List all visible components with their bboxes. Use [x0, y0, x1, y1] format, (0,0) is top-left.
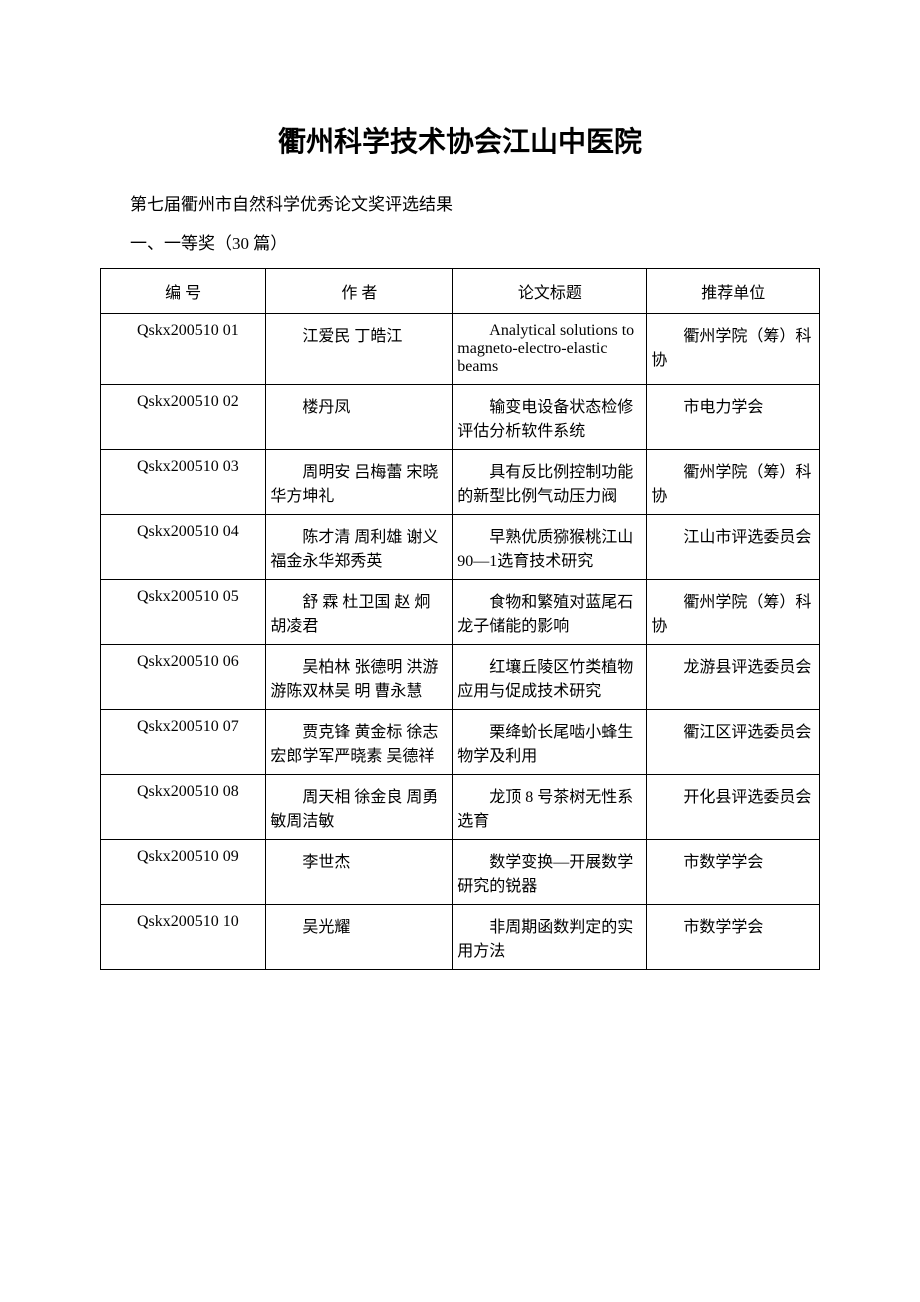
header-unit: 推荐单位 — [647, 269, 820, 314]
cell-author: 江爱民 丁皓江 — [266, 314, 453, 385]
cell-id: Qskx200510 02 — [101, 385, 266, 450]
header-author: 作 者 — [266, 269, 453, 314]
table-row: Qskx200510 04 陈才清 周利雄 谢义福金永华郑秀英 早熟优质猕猴桃江… — [101, 515, 820, 580]
cell-id: Qskx200510 05 — [101, 580, 266, 645]
cell-author: 贾克锋 黄金标 徐志宏郎学军严晓素 吴德祥 — [266, 710, 453, 775]
cell-id: Qskx200510 06 — [101, 645, 266, 710]
cell-id: Qskx200510 08 — [101, 775, 266, 840]
table-header-row: 编 号 作 者 论文标题 推荐单位 — [101, 269, 820, 314]
cell-unit: 市数学学会 — [647, 905, 820, 970]
cell-unit: 衢州学院（筹）科协 — [647, 314, 820, 385]
cell-paper-title: 数学变换—开展数学研究的锐器 — [453, 840, 647, 905]
table-row: Qskx200510 08 周天相 徐金良 周勇敏周洁敏 龙顶 8 号茶树无性系… — [101, 775, 820, 840]
cell-unit: 衢州学院（筹）科协 — [647, 580, 820, 645]
cell-author: 舒 霖 杜卫国 赵 炯胡凌君 — [266, 580, 453, 645]
header-paper-title: 论文标题 — [453, 269, 647, 314]
document-title: 衢州科学技术协会江山中医院 — [100, 120, 820, 160]
cell-id: Qskx200510 10 — [101, 905, 266, 970]
cell-author: 李世杰 — [266, 840, 453, 905]
cell-unit: 市电力学会 — [647, 385, 820, 450]
table-row: Qskx200510 05 舒 霖 杜卫国 赵 炯胡凌君 食物和繁殖对蓝尾石龙子… — [101, 580, 820, 645]
cell-unit: 衢州学院（筹）科协 — [647, 450, 820, 515]
cell-id: Qskx200510 01 — [101, 314, 266, 385]
cell-paper-title: 非周期函数判定的实用方法 — [453, 905, 647, 970]
cell-id: Qskx200510 03 — [101, 450, 266, 515]
cell-author: 吴光耀 — [266, 905, 453, 970]
cell-author: 陈才清 周利雄 谢义福金永华郑秀英 — [266, 515, 453, 580]
table-row: Qskx200510 10 吴光耀 非周期函数判定的实用方法 市数学学会 — [101, 905, 820, 970]
cell-unit: 龙游县评选委员会 — [647, 645, 820, 710]
document-subtitle: 第七届衢州市自然科学优秀论文奖评选结果 — [130, 190, 820, 215]
table-row: Qskx200510 07 贾克锋 黄金标 徐志宏郎学军严晓素 吴德祥 栗绛蚧长… — [101, 710, 820, 775]
cell-paper-title: 红壤丘陵区竹类植物应用与促成技术研究 — [453, 645, 647, 710]
cell-paper-title: Analytical solutions to magneto-electro-… — [453, 314, 647, 385]
table-row: Qskx200510 06 吴柏林 张德明 洪游游陈双林吴 明 曹永慧 红壤丘陵… — [101, 645, 820, 710]
cell-paper-title: 早熟优质猕猴桃江山 90—1选育技术研究 — [453, 515, 647, 580]
cell-author: 吴柏林 张德明 洪游游陈双林吴 明 曹永慧 — [266, 645, 453, 710]
table-row: Qskx200510 09 李世杰 数学变换—开展数学研究的锐器 市数学学会 — [101, 840, 820, 905]
header-id: 编 号 — [101, 269, 266, 314]
cell-id: Qskx200510 07 — [101, 710, 266, 775]
cell-paper-title: 输变电设备状态检修评估分析软件系统 — [453, 385, 647, 450]
cell-id: Qskx200510 09 — [101, 840, 266, 905]
cell-paper-title: 食物和繁殖对蓝尾石龙子储能的影响 — [453, 580, 647, 645]
section-label: 一、一等奖（30 篇） — [130, 229, 820, 254]
cell-paper-title: 龙顶 8 号茶树无性系选育 — [453, 775, 647, 840]
cell-author: 楼丹凤 — [266, 385, 453, 450]
awards-table: 编 号 作 者 论文标题 推荐单位 Qskx200510 01 江爱民 丁皓江 … — [100, 268, 820, 970]
cell-unit: 江山市评选委员会 — [647, 515, 820, 580]
table-row: Qskx200510 02 楼丹凤 输变电设备状态检修评估分析软件系统 市电力学… — [101, 385, 820, 450]
table-row: Qskx200510 01 江爱民 丁皓江 Analytical solutio… — [101, 314, 820, 385]
cell-paper-title: 具有反比例控制功能的新型比例气动压力阀 — [453, 450, 647, 515]
cell-id: Qskx200510 04 — [101, 515, 266, 580]
table-row: Qskx200510 03 周明安 吕梅蕾 宋晓华方坤礼 具有反比例控制功能的新… — [101, 450, 820, 515]
cell-author: 周明安 吕梅蕾 宋晓华方坤礼 — [266, 450, 453, 515]
cell-unit: 市数学学会 — [647, 840, 820, 905]
cell-paper-title: 栗绛蚧长尾啮小蜂生物学及利用 — [453, 710, 647, 775]
cell-author: 周天相 徐金良 周勇敏周洁敏 — [266, 775, 453, 840]
cell-unit: 开化县评选委员会 — [647, 775, 820, 840]
cell-unit: 衢江区评选委员会 — [647, 710, 820, 775]
